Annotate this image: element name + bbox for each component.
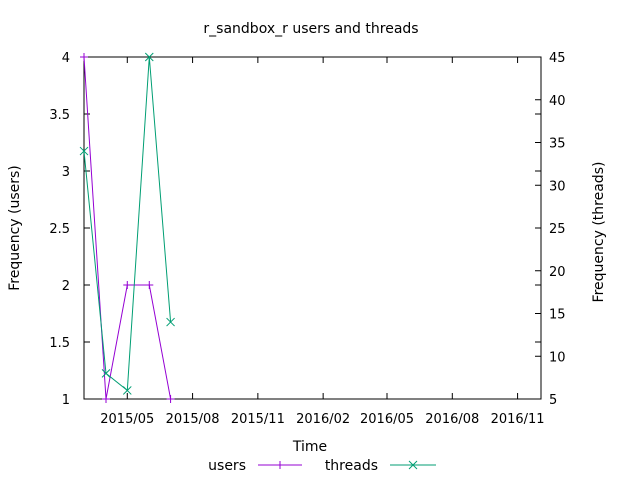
data-point-users (101, 395, 110, 403)
y-tick-label: 4 (62, 51, 70, 66)
y2-tick-label: 10 (549, 350, 566, 365)
legend-label-users: users (208, 458, 246, 474)
y2-tick-label: 5 (549, 393, 557, 408)
x-tick-label: 2015/08 (166, 412, 220, 427)
x-tick-label: 2016/05 (360, 412, 414, 427)
data-point-users (166, 395, 175, 403)
x-axis: 2015/05 2015/08 2015/11 2016/02 2016/05 2016/… (100, 57, 545, 427)
y-tick-label: 1 (62, 393, 70, 408)
data-point-users (80, 53, 88, 61)
y2-axis-label: Frequency (threads) (591, 162, 607, 303)
series-line-users (83, 56, 172, 400)
y-tick-label: 3 (62, 165, 70, 180)
y2-tick-label: 15 (549, 308, 566, 323)
series-layer (79, 52, 175, 403)
x-tick-label: 2016/11 (491, 412, 545, 427)
left-axis: 1 1.5 2 2.5 3 3.5 4 (49, 51, 541, 408)
x-tick-label: 2016/02 (296, 412, 350, 427)
data-point-threads (166, 317, 175, 327)
y-axis-label: Frequency (users) (7, 165, 23, 291)
x-tick-label: 2015/05 (100, 412, 154, 427)
x-axis-label: Time (292, 439, 327, 455)
data-point-threads (144, 52, 154, 62)
legend-marker-users (276, 461, 284, 469)
y2-tick-label: 40 (549, 94, 566, 109)
y-tick-label: 2.5 (49, 222, 70, 237)
data-point-users (123, 281, 132, 289)
y2-tick-label: 45 (549, 51, 566, 66)
legend: users threads (208, 458, 436, 474)
y2-tick-label: 35 (549, 137, 566, 152)
y-tick-label: 3.5 (49, 108, 70, 123)
y-tick-label: 1.5 (49, 336, 70, 351)
y-tick-label: 2 (62, 279, 70, 294)
plot-frame (83, 56, 542, 400)
y2-tick-label: 30 (549, 179, 566, 194)
data-point-users (145, 281, 154, 289)
legend-marker-threads (408, 460, 418, 470)
x-tick-label: 2015/11 (231, 412, 285, 427)
y2-tick-label: 20 (549, 265, 566, 280)
series-line-threads (83, 56, 172, 392)
data-point-threads (79, 146, 89, 156)
data-point-threads (101, 368, 111, 378)
y2-tick-label: 25 (549, 222, 566, 237)
chart-title: r_sandbox_r users and threads (203, 21, 418, 37)
data-point-threads (122, 386, 132, 395)
legend-label-threads: threads (325, 458, 378, 474)
x-tick-label: 2016/08 (425, 412, 479, 427)
right-axis: 5 10 15 20 25 30 35 40 45 (535, 51, 566, 408)
